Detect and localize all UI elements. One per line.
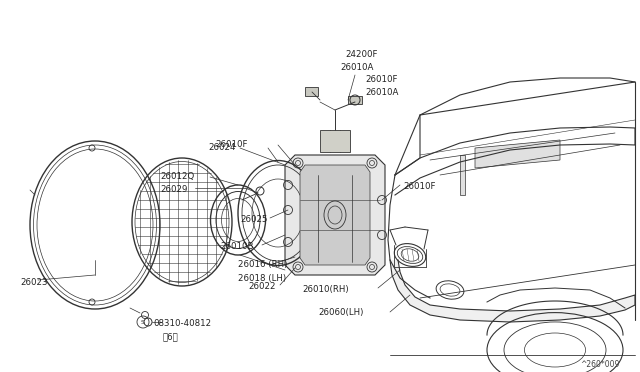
Polygon shape bbox=[390, 260, 635, 322]
Text: 26010F: 26010F bbox=[365, 75, 397, 84]
Text: 26010A: 26010A bbox=[340, 63, 373, 72]
Polygon shape bbox=[460, 155, 465, 195]
Text: 26023: 26023 bbox=[20, 278, 47, 287]
Text: 24200F: 24200F bbox=[345, 50, 378, 59]
Text: 26022: 26022 bbox=[248, 282, 275, 291]
Polygon shape bbox=[348, 96, 362, 104]
Text: 26010(RH): 26010(RH) bbox=[302, 285, 349, 294]
Text: ^260*009: ^260*009 bbox=[580, 360, 620, 369]
Text: 26010B: 26010B bbox=[220, 242, 253, 251]
Text: 〈6〉: 〈6〉 bbox=[163, 332, 179, 341]
Text: 26012Q: 26012Q bbox=[160, 172, 195, 181]
Polygon shape bbox=[285, 155, 385, 275]
Text: 26018 (LH): 26018 (LH) bbox=[238, 274, 286, 283]
Text: 08310-40812: 08310-40812 bbox=[153, 319, 211, 328]
Polygon shape bbox=[475, 140, 560, 168]
Text: 26010F: 26010F bbox=[215, 140, 248, 149]
Text: 26029: 26029 bbox=[160, 185, 188, 194]
Text: 26010A: 26010A bbox=[365, 88, 398, 97]
Polygon shape bbox=[320, 130, 350, 152]
Text: 26025: 26025 bbox=[240, 215, 268, 224]
Polygon shape bbox=[305, 87, 318, 96]
Polygon shape bbox=[300, 165, 370, 265]
Text: 26010F: 26010F bbox=[403, 182, 435, 191]
Text: 26024: 26024 bbox=[208, 143, 236, 152]
Text: 26060(LH): 26060(LH) bbox=[318, 308, 364, 317]
Text: 26016 (RH): 26016 (RH) bbox=[238, 260, 287, 269]
Text: S: S bbox=[141, 320, 145, 324]
